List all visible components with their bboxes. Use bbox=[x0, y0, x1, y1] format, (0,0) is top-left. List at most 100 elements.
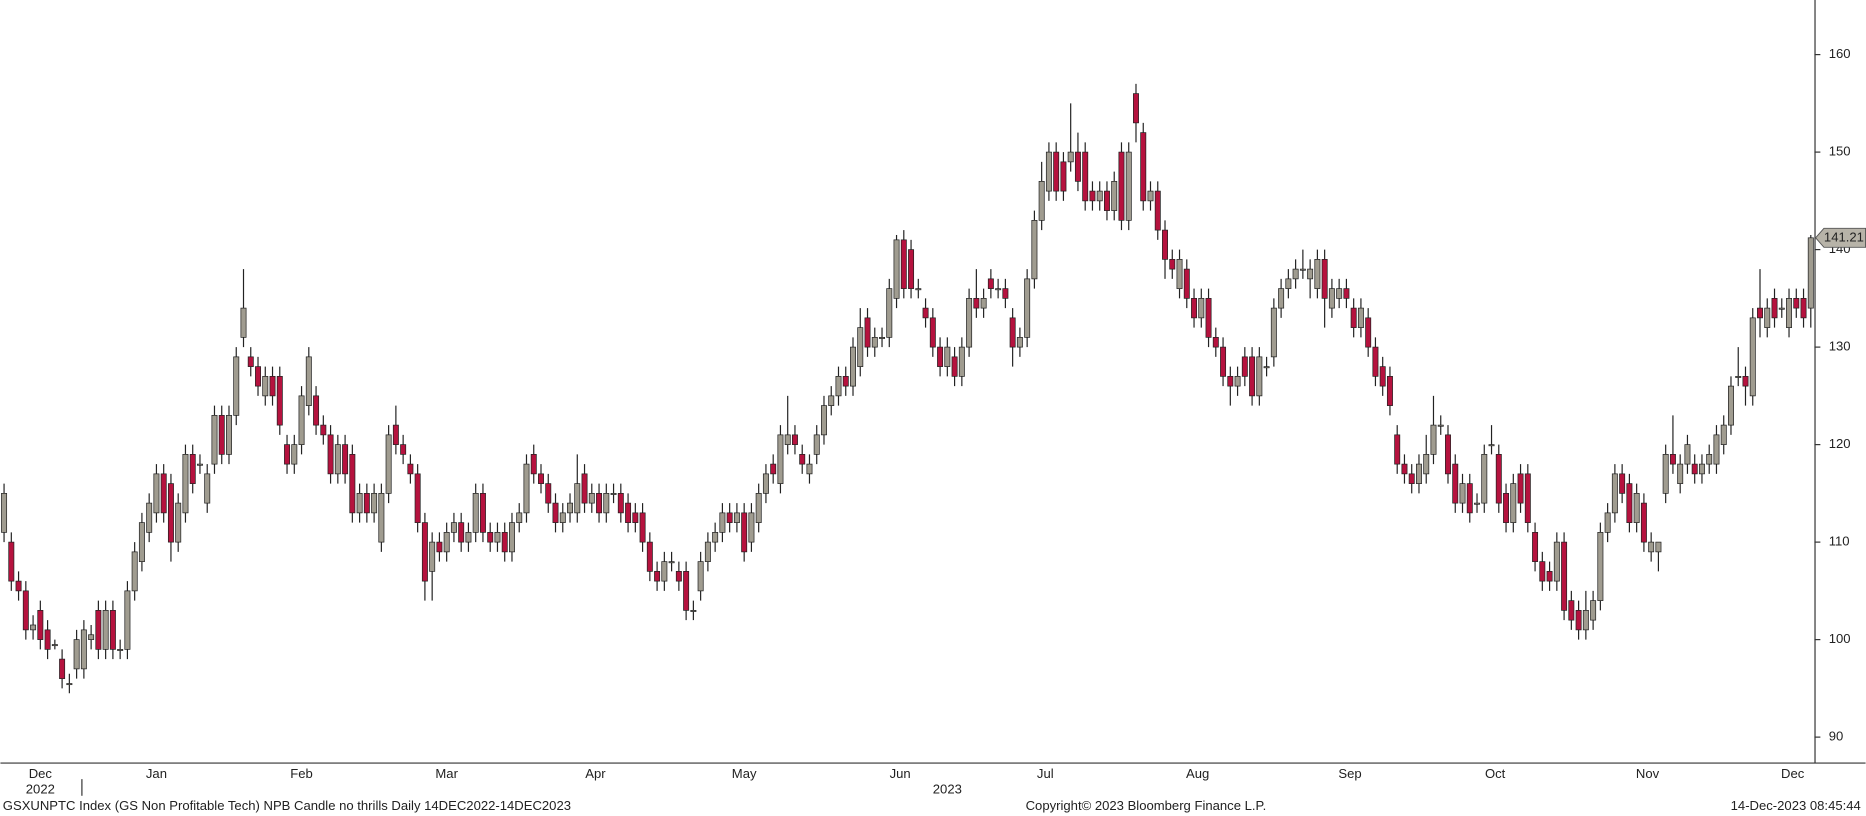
candle-body bbox=[1408, 473, 1415, 484]
candle-body bbox=[1067, 151, 1074, 163]
candle-body bbox=[1285, 278, 1292, 289]
candle-body bbox=[276, 376, 283, 426]
candle-body bbox=[704, 541, 711, 562]
candle-body bbox=[1234, 376, 1241, 387]
candle-body bbox=[1510, 483, 1517, 523]
candle-body bbox=[262, 376, 269, 397]
candle-body bbox=[414, 473, 421, 523]
candle-body bbox=[603, 493, 610, 514]
y-tick-label: 160 bbox=[1829, 46, 1851, 61]
candle-body bbox=[516, 512, 523, 523]
candle-body bbox=[1604, 512, 1611, 533]
candle-body bbox=[284, 444, 291, 465]
x-tick-label: Apr bbox=[585, 766, 606, 781]
candle-body bbox=[1125, 151, 1132, 221]
candle-body bbox=[559, 512, 566, 523]
candle-body bbox=[545, 483, 552, 504]
candle-body bbox=[371, 493, 378, 514]
candle-body bbox=[1089, 190, 1096, 202]
candle-body bbox=[124, 590, 131, 650]
candle-body bbox=[146, 502, 153, 533]
candle-body bbox=[1655, 541, 1662, 553]
candle-body bbox=[639, 512, 646, 543]
y-tick-label: 120 bbox=[1829, 436, 1851, 451]
candle-body bbox=[334, 444, 341, 475]
candle-body bbox=[1147, 190, 1154, 202]
candle-body bbox=[167, 483, 174, 543]
candle-body bbox=[1198, 298, 1205, 319]
candle-body bbox=[748, 512, 755, 543]
candle-body bbox=[465, 532, 472, 543]
candle-body bbox=[1394, 434, 1401, 465]
candle-body bbox=[1350, 307, 1357, 328]
candle-body bbox=[1336, 288, 1343, 299]
candle-body bbox=[131, 551, 138, 592]
candle-body bbox=[1103, 190, 1110, 211]
candle-body bbox=[552, 502, 559, 523]
candle-body bbox=[1546, 571, 1553, 582]
candle-body bbox=[1568, 600, 1575, 621]
candle-body bbox=[479, 493, 486, 533]
candle-body bbox=[1379, 366, 1386, 387]
last-value-label: 141.21 bbox=[1824, 229, 1864, 244]
timestamp: 14-Dec-2023 08:45:44 bbox=[1731, 798, 1861, 813]
candle-body bbox=[1764, 307, 1771, 328]
candle-body bbox=[581, 473, 588, 504]
candle-body bbox=[1597, 532, 1604, 601]
candle-body bbox=[1343, 288, 1350, 299]
candle-body bbox=[1706, 454, 1713, 465]
candle-body bbox=[1481, 454, 1488, 504]
candle-body bbox=[1256, 356, 1263, 397]
candle-body bbox=[908, 249, 915, 289]
candle-body bbox=[596, 493, 603, 514]
candle-body bbox=[313, 395, 320, 426]
candle-body bbox=[1713, 434, 1720, 465]
candle-body bbox=[1220, 346, 1227, 377]
candle-body bbox=[1328, 288, 1335, 309]
candle-body bbox=[1684, 444, 1691, 465]
candle-body bbox=[1002, 288, 1009, 299]
candle-body bbox=[1793, 298, 1800, 309]
candle-body bbox=[138, 522, 145, 562]
candle-body bbox=[799, 454, 806, 465]
candle-body bbox=[1575, 610, 1582, 631]
candle-body bbox=[632, 512, 639, 523]
candle-body bbox=[937, 346, 944, 367]
candle-body bbox=[1415, 463, 1422, 484]
candle-body bbox=[15, 580, 22, 592]
candle-body bbox=[44, 629, 51, 650]
candle-body bbox=[1778, 307, 1785, 310]
x-tick-label: Oct bbox=[1485, 766, 1506, 781]
candle-body bbox=[995, 288, 1002, 291]
candle-body bbox=[8, 541, 15, 582]
candle-body bbox=[153, 473, 160, 514]
candle-body bbox=[625, 502, 632, 523]
candle-body bbox=[617, 493, 624, 514]
candle-body bbox=[240, 307, 247, 338]
candle-body bbox=[1517, 473, 1524, 504]
x-tick-label: Aug bbox=[1186, 766, 1209, 781]
candle-body bbox=[1060, 161, 1067, 192]
candle-body bbox=[871, 337, 878, 348]
candle-body bbox=[342, 444, 349, 475]
x-tick-label: Dec bbox=[29, 766, 53, 781]
candle-body bbox=[1270, 307, 1277, 358]
candle-body bbox=[356, 493, 363, 514]
candle-body bbox=[1640, 502, 1647, 543]
candle-body bbox=[509, 522, 515, 553]
candle-body bbox=[226, 415, 232, 455]
candle-body bbox=[690, 610, 697, 612]
candle-body bbox=[269, 376, 276, 397]
candle-body bbox=[160, 473, 167, 514]
candle-body bbox=[1031, 219, 1038, 280]
candle-body bbox=[1459, 483, 1466, 504]
y-tick-label: 150 bbox=[1829, 144, 1851, 159]
candle-body bbox=[958, 346, 965, 377]
candle-body bbox=[944, 346, 951, 367]
y-tick-label: 100 bbox=[1829, 631, 1851, 646]
y-tick-label: 110 bbox=[1829, 534, 1850, 549]
candle-body bbox=[922, 307, 929, 319]
candle-body bbox=[1082, 151, 1089, 202]
candle-body bbox=[51, 644, 58, 647]
candle-body bbox=[392, 424, 399, 445]
